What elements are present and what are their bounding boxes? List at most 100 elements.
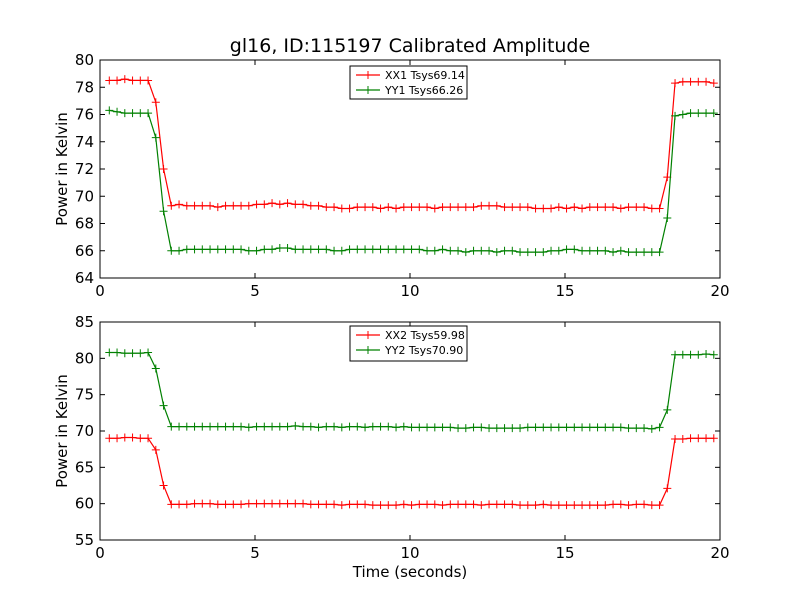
series-1: [105, 75, 718, 213]
data-point: [392, 501, 401, 510]
data-point: [461, 248, 470, 257]
data-point: [640, 248, 649, 257]
data-point: [547, 423, 556, 432]
data-point: [353, 245, 362, 254]
data-point: [306, 245, 315, 254]
data-point: [283, 499, 292, 508]
data-point: [562, 423, 571, 432]
data-point: [345, 245, 354, 254]
data-point: [578, 246, 587, 255]
data-point: [144, 434, 153, 443]
data-point: [407, 501, 416, 510]
data-point: [275, 422, 284, 431]
data-point: [244, 423, 253, 432]
y-tick-label: 65: [75, 458, 94, 476]
data-point: [128, 349, 137, 358]
data-point: [159, 165, 168, 173]
data-point: [229, 201, 238, 210]
data-point: [438, 501, 447, 510]
legend-marker: [364, 331, 372, 339]
data-point: [399, 203, 408, 212]
data-point: [159, 401, 168, 410]
data-point: [578, 204, 587, 213]
data-point: [244, 499, 253, 508]
data-point: [516, 424, 525, 433]
data-point: [306, 201, 315, 210]
data-point: [322, 245, 331, 254]
data-point: [678, 350, 687, 359]
data-point: [438, 423, 447, 432]
data-point: [252, 499, 261, 508]
data-point: [182, 500, 191, 509]
data-point: [578, 501, 587, 510]
data-point: [585, 501, 594, 510]
data-point: [151, 133, 160, 142]
data-point: [531, 423, 540, 432]
data-point: [213, 422, 222, 431]
data-point: [190, 422, 199, 431]
data-point: [283, 199, 292, 208]
data-point: [198, 499, 207, 508]
data-point: [709, 350, 718, 359]
y-tick-label: 75: [75, 386, 94, 404]
data-point: [368, 501, 377, 510]
data-point: [105, 76, 114, 85]
legend-box: [349, 325, 468, 362]
data-point: [570, 501, 579, 510]
data-point: [663, 214, 672, 223]
data-point: [128, 109, 137, 118]
y-tick-label: 80: [75, 51, 94, 69]
data-point: [570, 203, 579, 212]
data-point: [562, 204, 571, 213]
data-point: [492, 248, 501, 257]
data-point: [151, 445, 160, 454]
data-point: [500, 203, 509, 212]
data-point: [593, 203, 602, 212]
data-point: [554, 423, 563, 432]
y-tick-label: 64: [75, 269, 94, 287]
data-point: [647, 501, 656, 510]
data-point: [647, 248, 656, 257]
chart-panel-2: 0 5 10 15 20 55 60 65 70 75 80 85 Power in Kelvin Tim…: [53, 313, 730, 581]
data-point: [120, 433, 129, 442]
data-point: [616, 500, 625, 509]
data-point: [694, 350, 703, 359]
data-point: [570, 245, 579, 254]
y-tick-label: 70: [75, 187, 94, 205]
data-point: [120, 109, 129, 118]
data-point: [663, 484, 672, 493]
legend: XX1 Tsys69.14 YY1 Tsys66.26: [349, 65, 468, 100]
data-point: [291, 421, 300, 430]
data-point: [136, 76, 145, 85]
data-point: [702, 109, 711, 118]
data-point: [120, 75, 129, 84]
data-point: [585, 203, 594, 212]
data-point: [299, 422, 308, 431]
data-point: [547, 246, 556, 255]
data-point: [345, 500, 354, 509]
data-point: [105, 348, 114, 357]
data-point: [268, 422, 277, 431]
data-point: [430, 246, 439, 255]
data-point: [384, 501, 393, 510]
data-point: [361, 423, 370, 432]
data-point: [446, 500, 455, 509]
data-point: [299, 499, 308, 508]
x-tick-label: 0: [95, 282, 105, 300]
data-point: [345, 204, 354, 213]
data-point: [423, 500, 432, 509]
y-tick-label: 66: [75, 242, 94, 260]
y-tick-label: 74: [75, 133, 94, 151]
series-line: [109, 351, 714, 430]
data-point: [609, 423, 618, 432]
data-point: [306, 500, 315, 509]
data-point: [461, 424, 470, 433]
data-point: [376, 245, 385, 254]
data-point: [446, 203, 455, 212]
data-point: [237, 245, 246, 254]
x-axis-label: Time (seconds): [352, 563, 468, 581]
y-tick-label: 72: [75, 160, 94, 178]
data-point: [237, 422, 246, 431]
data-point: [136, 434, 145, 443]
